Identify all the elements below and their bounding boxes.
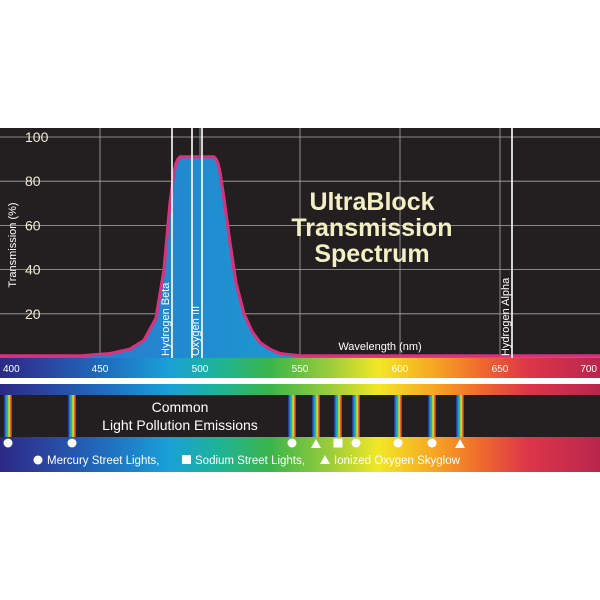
bottom-white-margin bbox=[0, 472, 600, 600]
emission-line bbox=[428, 395, 436, 437]
spectral-line-label: Hydrogen Beta bbox=[160, 282, 172, 356]
emission-line bbox=[4, 395, 12, 437]
chart-title: UltraBlock Transmission Spectrum bbox=[291, 188, 452, 268]
legend-sodium-label: Sodium Street Lights, bbox=[195, 455, 305, 467]
spectral-line-label: Hydrogen Alpha bbox=[500, 277, 512, 356]
emission-marker-circle bbox=[351, 438, 361, 448]
chart-title-line-2: Transmission bbox=[291, 214, 452, 242]
emission-line bbox=[394, 395, 402, 437]
spectral-line-label: Oxygen III bbox=[190, 306, 202, 356]
y-tick-label: 100 bbox=[25, 129, 49, 145]
emission-line bbox=[352, 395, 360, 437]
legend-oxygen-label: Ionized Oxygen Skyglow bbox=[334, 455, 461, 467]
emission-line bbox=[288, 395, 296, 437]
emission-line bbox=[456, 395, 464, 437]
emission-marker-circle bbox=[393, 438, 403, 448]
emissions-title-line-1: Common bbox=[152, 399, 209, 415]
emission-marker-circle bbox=[427, 438, 437, 448]
emission-line bbox=[334, 395, 342, 437]
x-tick-label: 650 bbox=[492, 364, 509, 375]
x-axis-ticks: 400 450 500 550 600 650 700 bbox=[3, 364, 597, 375]
emissions-dark-strip bbox=[0, 395, 600, 437]
y-tick-label: 40 bbox=[25, 262, 41, 278]
x-tick-label: 450 bbox=[92, 364, 109, 375]
white-separator bbox=[0, 378, 600, 384]
transmission-line bbox=[0, 155, 600, 358]
emission-marker-circle bbox=[287, 438, 297, 448]
y-tick-label: 20 bbox=[25, 306, 41, 322]
y-axis-ticks: 20 40 60 80 100 bbox=[25, 129, 49, 322]
emission-marker-triangle bbox=[455, 439, 465, 448]
x-tick-label: 400 bbox=[3, 364, 20, 375]
top-white-margin bbox=[0, 0, 600, 128]
y-tick-label: 60 bbox=[25, 217, 41, 233]
x-tick-label: 550 bbox=[292, 364, 309, 375]
emission-marker-triangle bbox=[311, 439, 321, 448]
emission-line bbox=[312, 395, 320, 437]
emissions-title-line-2: Light Pollution Emissions bbox=[102, 417, 258, 433]
y-axis-label: Transmission (%) bbox=[7, 202, 19, 287]
legend-mercury-label: Mercury Street Lights, bbox=[47, 455, 159, 467]
emission-line bbox=[68, 395, 76, 437]
legend-triangle-marker bbox=[320, 455, 330, 464]
x-tick-label: 700 bbox=[580, 364, 597, 375]
legend: Mercury Street Lights, Sodium Street Lig… bbox=[33, 455, 461, 467]
grid bbox=[0, 128, 600, 358]
x-axis-label: Wavelength (nm) bbox=[338, 341, 421, 353]
emission-lines bbox=[3, 395, 465, 448]
chart-title-line-1: UltraBlock bbox=[309, 188, 434, 216]
legend-circle-marker bbox=[33, 455, 43, 465]
legend-square-marker bbox=[182, 455, 191, 464]
spectrum-axis-band bbox=[0, 358, 600, 378]
emission-marker-circle bbox=[67, 438, 77, 448]
spectral-lines: Hydrogen Beta Oxygen III Hydrogen Alpha bbox=[160, 128, 513, 358]
transmission-curve bbox=[0, 155, 600, 358]
x-tick-label: 500 bbox=[192, 364, 209, 375]
emission-marker-square bbox=[333, 438, 343, 448]
emission-marker-circle bbox=[3, 438, 13, 448]
x-tick-label: 600 bbox=[392, 364, 409, 375]
y-tick-label: 80 bbox=[25, 173, 41, 189]
chart-title-line-3: Spectrum bbox=[314, 240, 429, 268]
emissions-title: Common Light Pollution Emissions bbox=[102, 399, 258, 433]
